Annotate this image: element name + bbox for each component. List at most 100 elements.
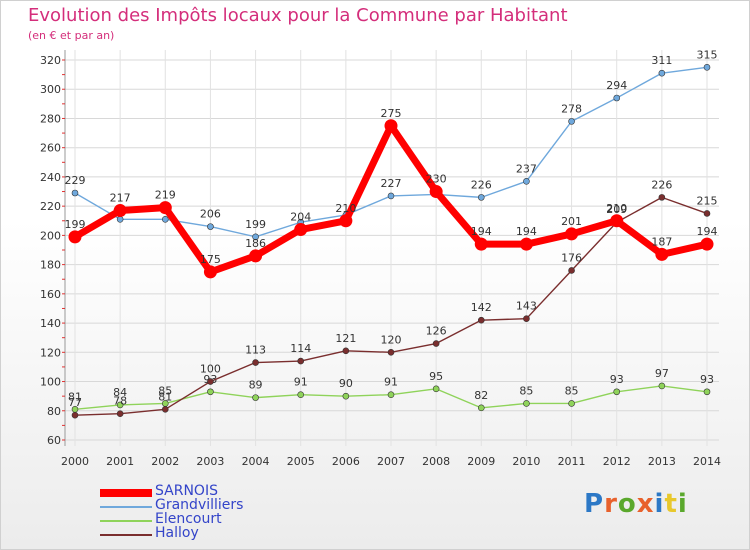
x-tick-label: 2009 (467, 455, 495, 468)
data-point-grandvilliers (161, 216, 169, 223)
data-label-sarnois: 194 (516, 225, 537, 238)
data-point-elencourt (207, 388, 214, 396)
data-label-sarnois: 175 (200, 253, 221, 266)
data-label-elencourt: 85 (158, 384, 172, 397)
y-tick-label: 240 (40, 171, 61, 184)
data-point-elencourt (432, 385, 440, 393)
data-label-halloy: 78 (113, 395, 127, 408)
data-label-grandvilliers: 226 (471, 178, 492, 191)
data-label-sarnois: 204 (290, 211, 311, 224)
data-label-elencourt: 93 (700, 373, 714, 386)
data-label-halloy: 114 (290, 342, 311, 355)
data-label-sarnois: 186 (245, 237, 266, 250)
data-point-grandvilliers (387, 192, 395, 200)
legend-item-grandvilliers: Grandvilliers (100, 497, 360, 514)
data-point-sarnois (655, 247, 669, 261)
data-point-halloy (252, 359, 259, 366)
data-label-elencourt: 81 (68, 390, 82, 403)
x-tick-label: 2002 (151, 455, 179, 468)
y-tick-label: 200 (40, 229, 61, 242)
data-label-halloy: 142 (471, 301, 492, 314)
x-tick-label: 2011 (558, 455, 586, 468)
data-label-elencourt: 85 (565, 384, 579, 397)
y-tick-label: 280 (40, 112, 61, 125)
legend-label-halloy: Halloy (155, 525, 199, 541)
data-label-grandvilliers: 206 (200, 208, 221, 221)
data-point-elencourt (523, 400, 530, 407)
y-tick-label: 60 (47, 434, 61, 447)
y-tick-label: 220 (40, 200, 61, 213)
data-point-halloy (568, 267, 575, 274)
data-point-sarnois (384, 119, 398, 133)
y-tick-label: 140 (40, 317, 61, 330)
data-label-halloy: 143 (516, 300, 537, 313)
data-point-grandvilliers (477, 194, 485, 201)
data-point-halloy (342, 347, 350, 355)
x-tick-label: 2012 (603, 455, 631, 468)
legend-swatch-sarnois (100, 489, 152, 497)
data-point-halloy (71, 411, 79, 419)
data-label-halloy: 120 (381, 333, 402, 346)
data-point-sarnois (565, 227, 579, 241)
data-point-sarnois (249, 249, 263, 263)
data-label-grandvilliers: 311 (651, 54, 672, 67)
data-point-sarnois (68, 230, 82, 244)
data-point-grandvilliers (71, 189, 79, 197)
data-point-sarnois (158, 201, 172, 215)
data-label-halloy: 209 (606, 203, 627, 216)
data-point-sarnois (429, 185, 443, 199)
data-point-halloy (387, 349, 395, 356)
data-label-elencourt: 84 (113, 386, 127, 399)
x-tick-label: 2014 (693, 455, 721, 468)
x-tick-label: 2013 (648, 455, 676, 468)
legend-item-sarnois: SARNOIS (100, 483, 360, 500)
data-label-sarnois: 217 (110, 192, 131, 205)
x-tick-label: 2007 (377, 455, 405, 468)
data-label-sarnois: 219 (155, 189, 176, 202)
x-tick-label: 2004 (242, 455, 270, 468)
data-label-halloy: 100 (200, 363, 221, 376)
y-tick-label: 300 (40, 83, 61, 96)
data-point-grandvilliers (252, 233, 259, 241)
data-point-sarnois (610, 214, 624, 228)
data-point-sarnois (700, 237, 714, 251)
data-label-grandvilliers: 199 (245, 218, 266, 231)
data-point-sarnois (203, 265, 217, 279)
data-label-grandvilliers: 237 (516, 162, 537, 175)
data-point-elencourt (703, 388, 711, 396)
data-label-grandvilliers: 229 (65, 174, 86, 187)
data-point-sarnois (519, 237, 533, 251)
data-point-halloy (432, 340, 440, 347)
x-tick-label: 2003 (196, 455, 224, 468)
data-point-halloy (477, 316, 485, 324)
data-point-halloy (161, 406, 169, 413)
data-point-elencourt (613, 388, 621, 396)
data-point-elencourt (297, 391, 305, 398)
legend-swatch-grandvilliers (100, 506, 152, 508)
legend-label-sarnois: SARNOIS (155, 483, 218, 499)
line-chart: 60 80 100 120 140 160 180 200 220 240 260 280 300 320… (40, 48, 721, 468)
y-tick-label: 180 (40, 259, 61, 272)
data-point-grandvilliers (116, 216, 124, 223)
data-point-grandvilliers (613, 94, 621, 102)
data-label-halloy: 113 (245, 344, 266, 357)
legend-swatch-elencourt (100, 520, 152, 522)
legend: SARNOIS Grandvilliers Elencourt Halloy (100, 483, 360, 542)
y-tick-label: 320 (40, 54, 61, 67)
x-tick-label: 2001 (106, 455, 134, 468)
x-tick-label: 2005 (287, 455, 315, 468)
data-point-halloy (297, 357, 305, 365)
data-label-sarnois: 194 (697, 225, 718, 238)
legend-item-elencourt: Elencourt (100, 511, 360, 528)
y-tick-label: 80 (47, 405, 61, 418)
data-label-grandvilliers: 227 (381, 177, 402, 190)
x-tick-label: 2008 (422, 455, 450, 468)
legend-label-grandvilliers: Grandvilliers (155, 497, 244, 513)
y-tick-label: 260 (40, 142, 61, 155)
data-point-halloy (658, 194, 666, 201)
data-label-sarnois: 230 (426, 173, 447, 186)
data-label-elencourt: 85 (519, 384, 533, 397)
data-label-elencourt: 91 (294, 376, 308, 389)
chart-subtitle: (en € et par an) (28, 29, 115, 42)
data-point-halloy (703, 210, 711, 217)
